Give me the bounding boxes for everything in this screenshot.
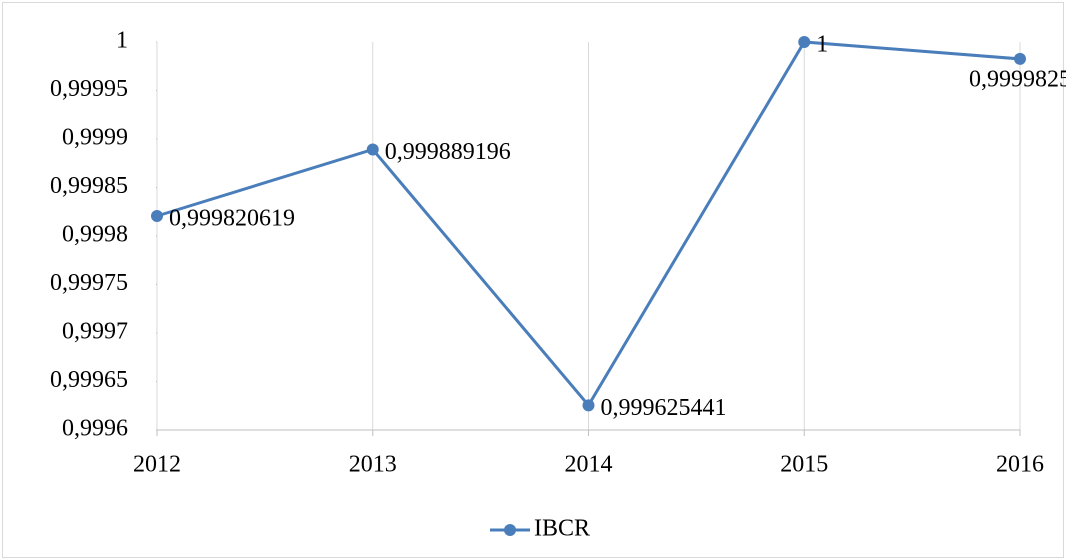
y-tick-label: 0,9998 (62, 222, 128, 248)
legend-marker (504, 524, 516, 536)
y-tick-label: 0,99965 (50, 367, 128, 393)
y-tick-label: 0,99995 (50, 76, 128, 102)
y-tick-label: 0,99985 (50, 173, 128, 199)
y-tick-label: 0,9996 (62, 416, 128, 442)
x-tick-label: 2016 (996, 452, 1044, 478)
data-label: 1 (816, 32, 828, 58)
data-point (798, 36, 811, 48)
y-tick-label: 0,9999 (62, 125, 128, 151)
data-label: 0,999982554 (969, 66, 1066, 92)
y-tick-label: 1 (116, 28, 128, 54)
x-tick-label: 2014 (565, 452, 613, 478)
data-point (582, 399, 595, 412)
x-tick-label: 2012 (133, 452, 181, 478)
data-point (1014, 52, 1026, 65)
x-tick-label: 2015 (780, 452, 828, 478)
legend-label: IBCR (534, 516, 590, 542)
data-label: 0,999625441 (601, 395, 727, 421)
y-tick-label: 0,99975 (50, 270, 128, 296)
data-point (366, 143, 379, 156)
data-label: 0,999889196 (385, 139, 511, 165)
data-point (151, 209, 163, 222)
x-tick-label: 2013 (349, 452, 397, 478)
data-label: 0,999820619 (169, 205, 295, 231)
y-tick-label: 0,9997 (62, 319, 128, 345)
